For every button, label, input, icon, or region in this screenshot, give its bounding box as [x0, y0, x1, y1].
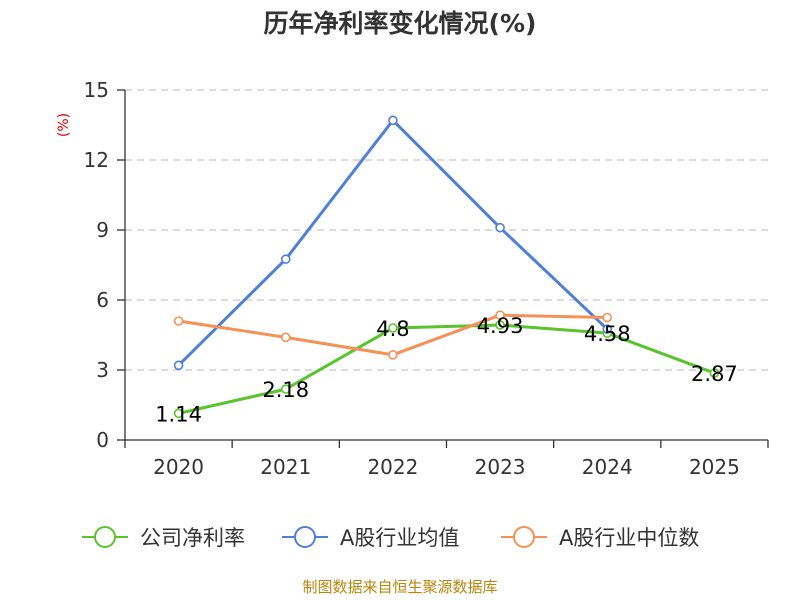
legend-marker — [513, 526, 535, 548]
data-point — [173, 316, 184, 326]
data-label: 2.87 — [691, 362, 738, 386]
y-tick-label: 0 — [96, 428, 109, 452]
data-point — [709, 368, 720, 378]
data-point — [495, 222, 505, 233]
data-point — [602, 312, 613, 323]
x-tick-label: 2022 — [367, 455, 418, 479]
y-tick-label: 12 — [84, 148, 109, 172]
series-line-0 — [178, 323, 715, 415]
y-tick-label: 6 — [96, 288, 109, 312]
data-point — [280, 254, 291, 264]
data-label: 4.93 — [477, 314, 524, 338]
y-tick-label: 3 — [96, 358, 109, 382]
source-note: 制图数据来自恒生聚源数据库 — [302, 578, 497, 596]
y-tick-label: 15 — [84, 78, 109, 102]
data-label: 4.8 — [376, 317, 409, 341]
data-label: 4.58 — [584, 322, 631, 346]
legend-marker — [94, 526, 116, 548]
data-point — [280, 332, 291, 343]
x-tick-label: 2025 — [689, 455, 740, 479]
data-point — [173, 360, 184, 371]
axes: 0 3 6 9 12 15 2020 2021 2022 2023 2024 2025 — [84, 78, 769, 479]
x-tick-label: 2023 — [475, 455, 526, 479]
legend-label: 公司净利率 — [140, 526, 245, 550]
y-axis-unit-label: (%) — [56, 113, 72, 137]
legend-label: A股行业中位数 — [559, 526, 699, 550]
data-labels: 1.14 2.18 4.8 4.93 4.58 2.87 — [155, 314, 738, 426]
data-point — [388, 323, 398, 333]
x-tick-label: 2020 — [153, 455, 204, 479]
data-point — [602, 324, 613, 334]
data-point — [388, 115, 398, 126]
data-label: 1.14 — [155, 402, 202, 426]
x-tick-label: 2024 — [582, 455, 633, 479]
data-point — [280, 384, 291, 394]
legend-label: A股行业均值 — [340, 526, 459, 550]
data-point — [495, 320, 505, 330]
data-point — [495, 310, 505, 320]
series-lines — [173, 115, 720, 419]
x-tick-label: 2021 — [260, 455, 311, 479]
chart-title: 历年净利率变化情况(%) — [264, 9, 537, 38]
data-label: 2.18 — [262, 378, 309, 402]
legend: 公司净利率 A股行业均值 A股行业中位数 — [82, 526, 699, 550]
legend-marker — [294, 526, 316, 548]
y-tick-label: 9 — [96, 218, 109, 242]
data-point — [388, 350, 398, 360]
data-point — [173, 408, 184, 419]
